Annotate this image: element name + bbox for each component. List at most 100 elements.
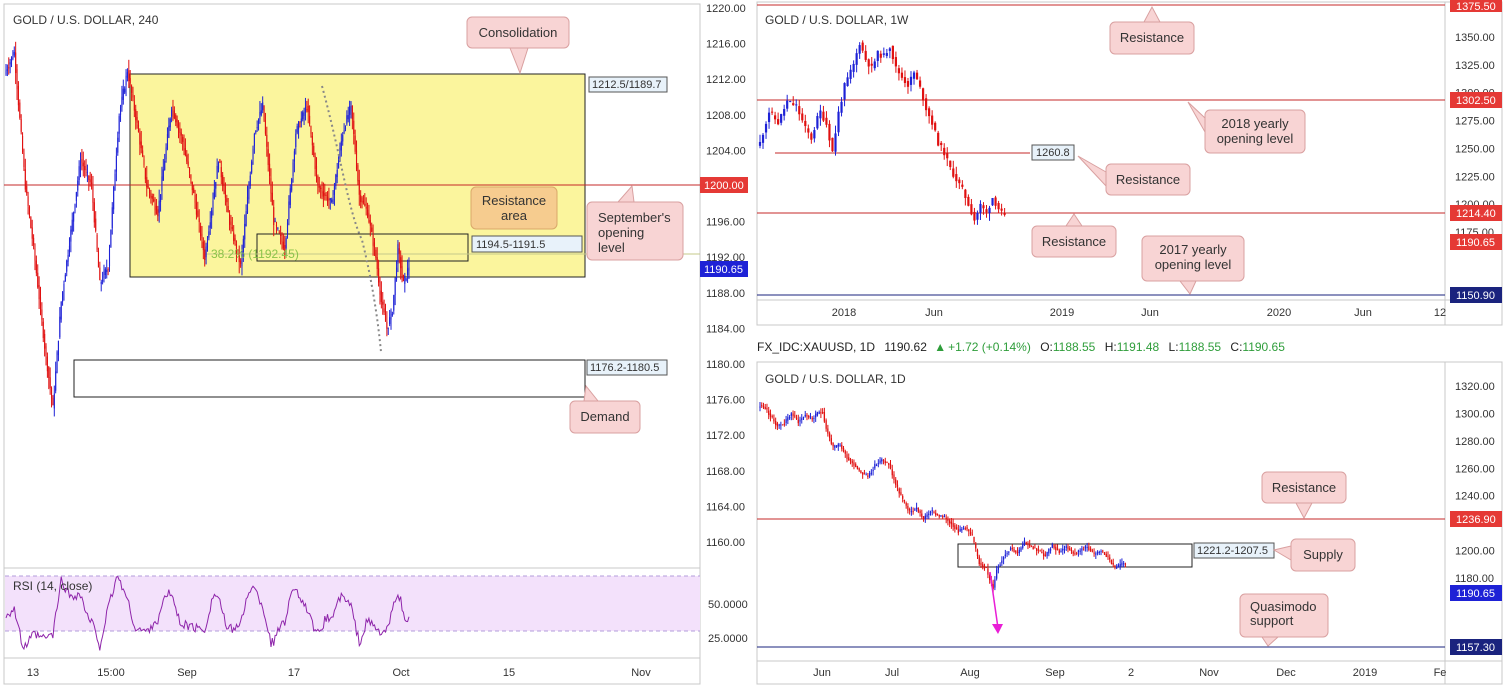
weekly-1260-label-box bbox=[1031, 144, 1075, 161]
h4-candle bbox=[278, 231, 280, 233]
daily-candle bbox=[830, 438, 832, 444]
weekly-resistance-top-callout: Resistance bbox=[1109, 5, 1195, 55]
weekly-candle bbox=[801, 113, 804, 121]
h4-candle bbox=[347, 115, 349, 120]
h4-candle bbox=[5, 70, 7, 75]
h4-candle bbox=[351, 105, 353, 120]
h4-candle bbox=[212, 200, 214, 209]
daily-candle bbox=[929, 511, 932, 513]
daily-candle bbox=[851, 460, 853, 464]
h4-candle bbox=[397, 244, 399, 264]
daily-candle bbox=[1067, 546, 1069, 550]
daily-candle bbox=[1109, 557, 1111, 560]
daily-candle bbox=[877, 463, 879, 465]
daily-candle bbox=[982, 564, 984, 568]
weekly-candle bbox=[885, 53, 888, 56]
weekly-candle bbox=[918, 80, 922, 87]
daily-candle bbox=[1095, 553, 1097, 555]
daily-yticks-label: 1180.00 bbox=[1455, 573, 1494, 585]
h4-candle bbox=[118, 116, 120, 134]
h4-candle bbox=[257, 119, 260, 124]
weekly-candle bbox=[849, 69, 852, 79]
h4-candle bbox=[282, 241, 284, 249]
h4-candle bbox=[229, 213, 231, 225]
h4-candle bbox=[322, 191, 324, 197]
h4-candle bbox=[310, 125, 312, 134]
daily-candle bbox=[955, 527, 958, 530]
h4-xtick-3: 17 bbox=[288, 667, 300, 679]
daily-candle bbox=[780, 424, 782, 426]
h4-candle bbox=[78, 166, 80, 181]
h4-candle bbox=[320, 187, 322, 189]
h4-yticks-label: 1220.00 bbox=[706, 3, 746, 15]
weekly-candle bbox=[912, 72, 916, 79]
daily-candle bbox=[1011, 547, 1013, 549]
weekly-xtick-4: 2020 bbox=[1267, 307, 1291, 319]
daily-candle bbox=[764, 407, 766, 410]
weekly-candle bbox=[846, 77, 849, 87]
daily-candle bbox=[794, 415, 796, 417]
daily-candle bbox=[1124, 563, 1127, 565]
daily-candle bbox=[919, 510, 921, 513]
h4-candle bbox=[110, 229, 112, 248]
h4-candle bbox=[275, 224, 278, 226]
h4-candle bbox=[59, 316, 61, 338]
daily-candle bbox=[776, 423, 779, 427]
weekly-candle bbox=[834, 133, 837, 152]
h4-candle bbox=[204, 249, 206, 261]
h4-candle bbox=[100, 281, 102, 284]
h4-candle bbox=[230, 221, 232, 225]
daily-candle bbox=[842, 448, 845, 451]
h4-candle bbox=[274, 220, 276, 222]
h4-yticks-label: 1216.00 bbox=[706, 39, 746, 51]
daily-candle bbox=[815, 413, 817, 418]
daily-candle bbox=[827, 428, 829, 434]
daily-candle bbox=[769, 413, 772, 417]
weekly-xtick-3: Jun bbox=[1141, 307, 1159, 319]
daily-xtick-5: Nov bbox=[1199, 667, 1219, 679]
h4-candle bbox=[387, 327, 389, 329]
daily-candle bbox=[808, 415, 810, 418]
h4-candle bbox=[266, 134, 268, 147]
h4-candle bbox=[9, 62, 11, 65]
h4-candle bbox=[263, 105, 265, 121]
daily-candle bbox=[912, 511, 914, 513]
h4-title: GOLD / U.S. DOLLAR, 240 bbox=[13, 13, 159, 27]
weekly-candle bbox=[758, 141, 762, 146]
daily-resistance-price-box bbox=[1450, 511, 1502, 527]
daily-yticks-label: 1300.00 bbox=[1455, 408, 1495, 420]
daily-candle bbox=[978, 556, 980, 564]
h4-candle bbox=[226, 198, 228, 203]
h4-candle bbox=[137, 124, 140, 132]
h4-candle bbox=[193, 188, 195, 193]
h4-candle bbox=[343, 130, 345, 133]
weekly-resistance-low-text: Resistance bbox=[1042, 234, 1106, 249]
h4-candle bbox=[202, 241, 204, 251]
h4-candle bbox=[264, 120, 266, 134]
daily-candle bbox=[1069, 548, 1071, 551]
weekly-time-axis: 2018 Jun 2019 Jun 2020 Jun 12 bbox=[832, 307, 1446, 319]
h4-candle bbox=[195, 202, 197, 215]
h4-candle bbox=[291, 179, 293, 191]
weekly-2017-callout-line2: opening level bbox=[1155, 257, 1232, 272]
daily-candle bbox=[1060, 550, 1062, 552]
h4-candle bbox=[197, 210, 199, 217]
weekly-candle bbox=[955, 174, 958, 182]
h4-candle bbox=[321, 189, 323, 194]
h4-candle bbox=[200, 226, 202, 237]
h4-candle bbox=[302, 112, 304, 120]
daily-panel bbox=[756, 361, 1503, 685]
daily-candle bbox=[931, 510, 933, 512]
september-open-callout-line3: level bbox=[598, 240, 625, 255]
h4-candle bbox=[234, 238, 236, 242]
h4-candle bbox=[125, 75, 127, 86]
daily-candle bbox=[896, 484, 899, 487]
h4-candle bbox=[140, 141, 142, 149]
weekly-xtick-5: Jun bbox=[1354, 307, 1372, 319]
weekly-1214-price-box bbox=[1450, 205, 1502, 221]
h4-candle bbox=[97, 251, 100, 268]
weekly-candle bbox=[761, 134, 765, 143]
daily-candle bbox=[1110, 560, 1113, 565]
h4-candle bbox=[48, 366, 50, 378]
h4-candle bbox=[168, 125, 170, 138]
